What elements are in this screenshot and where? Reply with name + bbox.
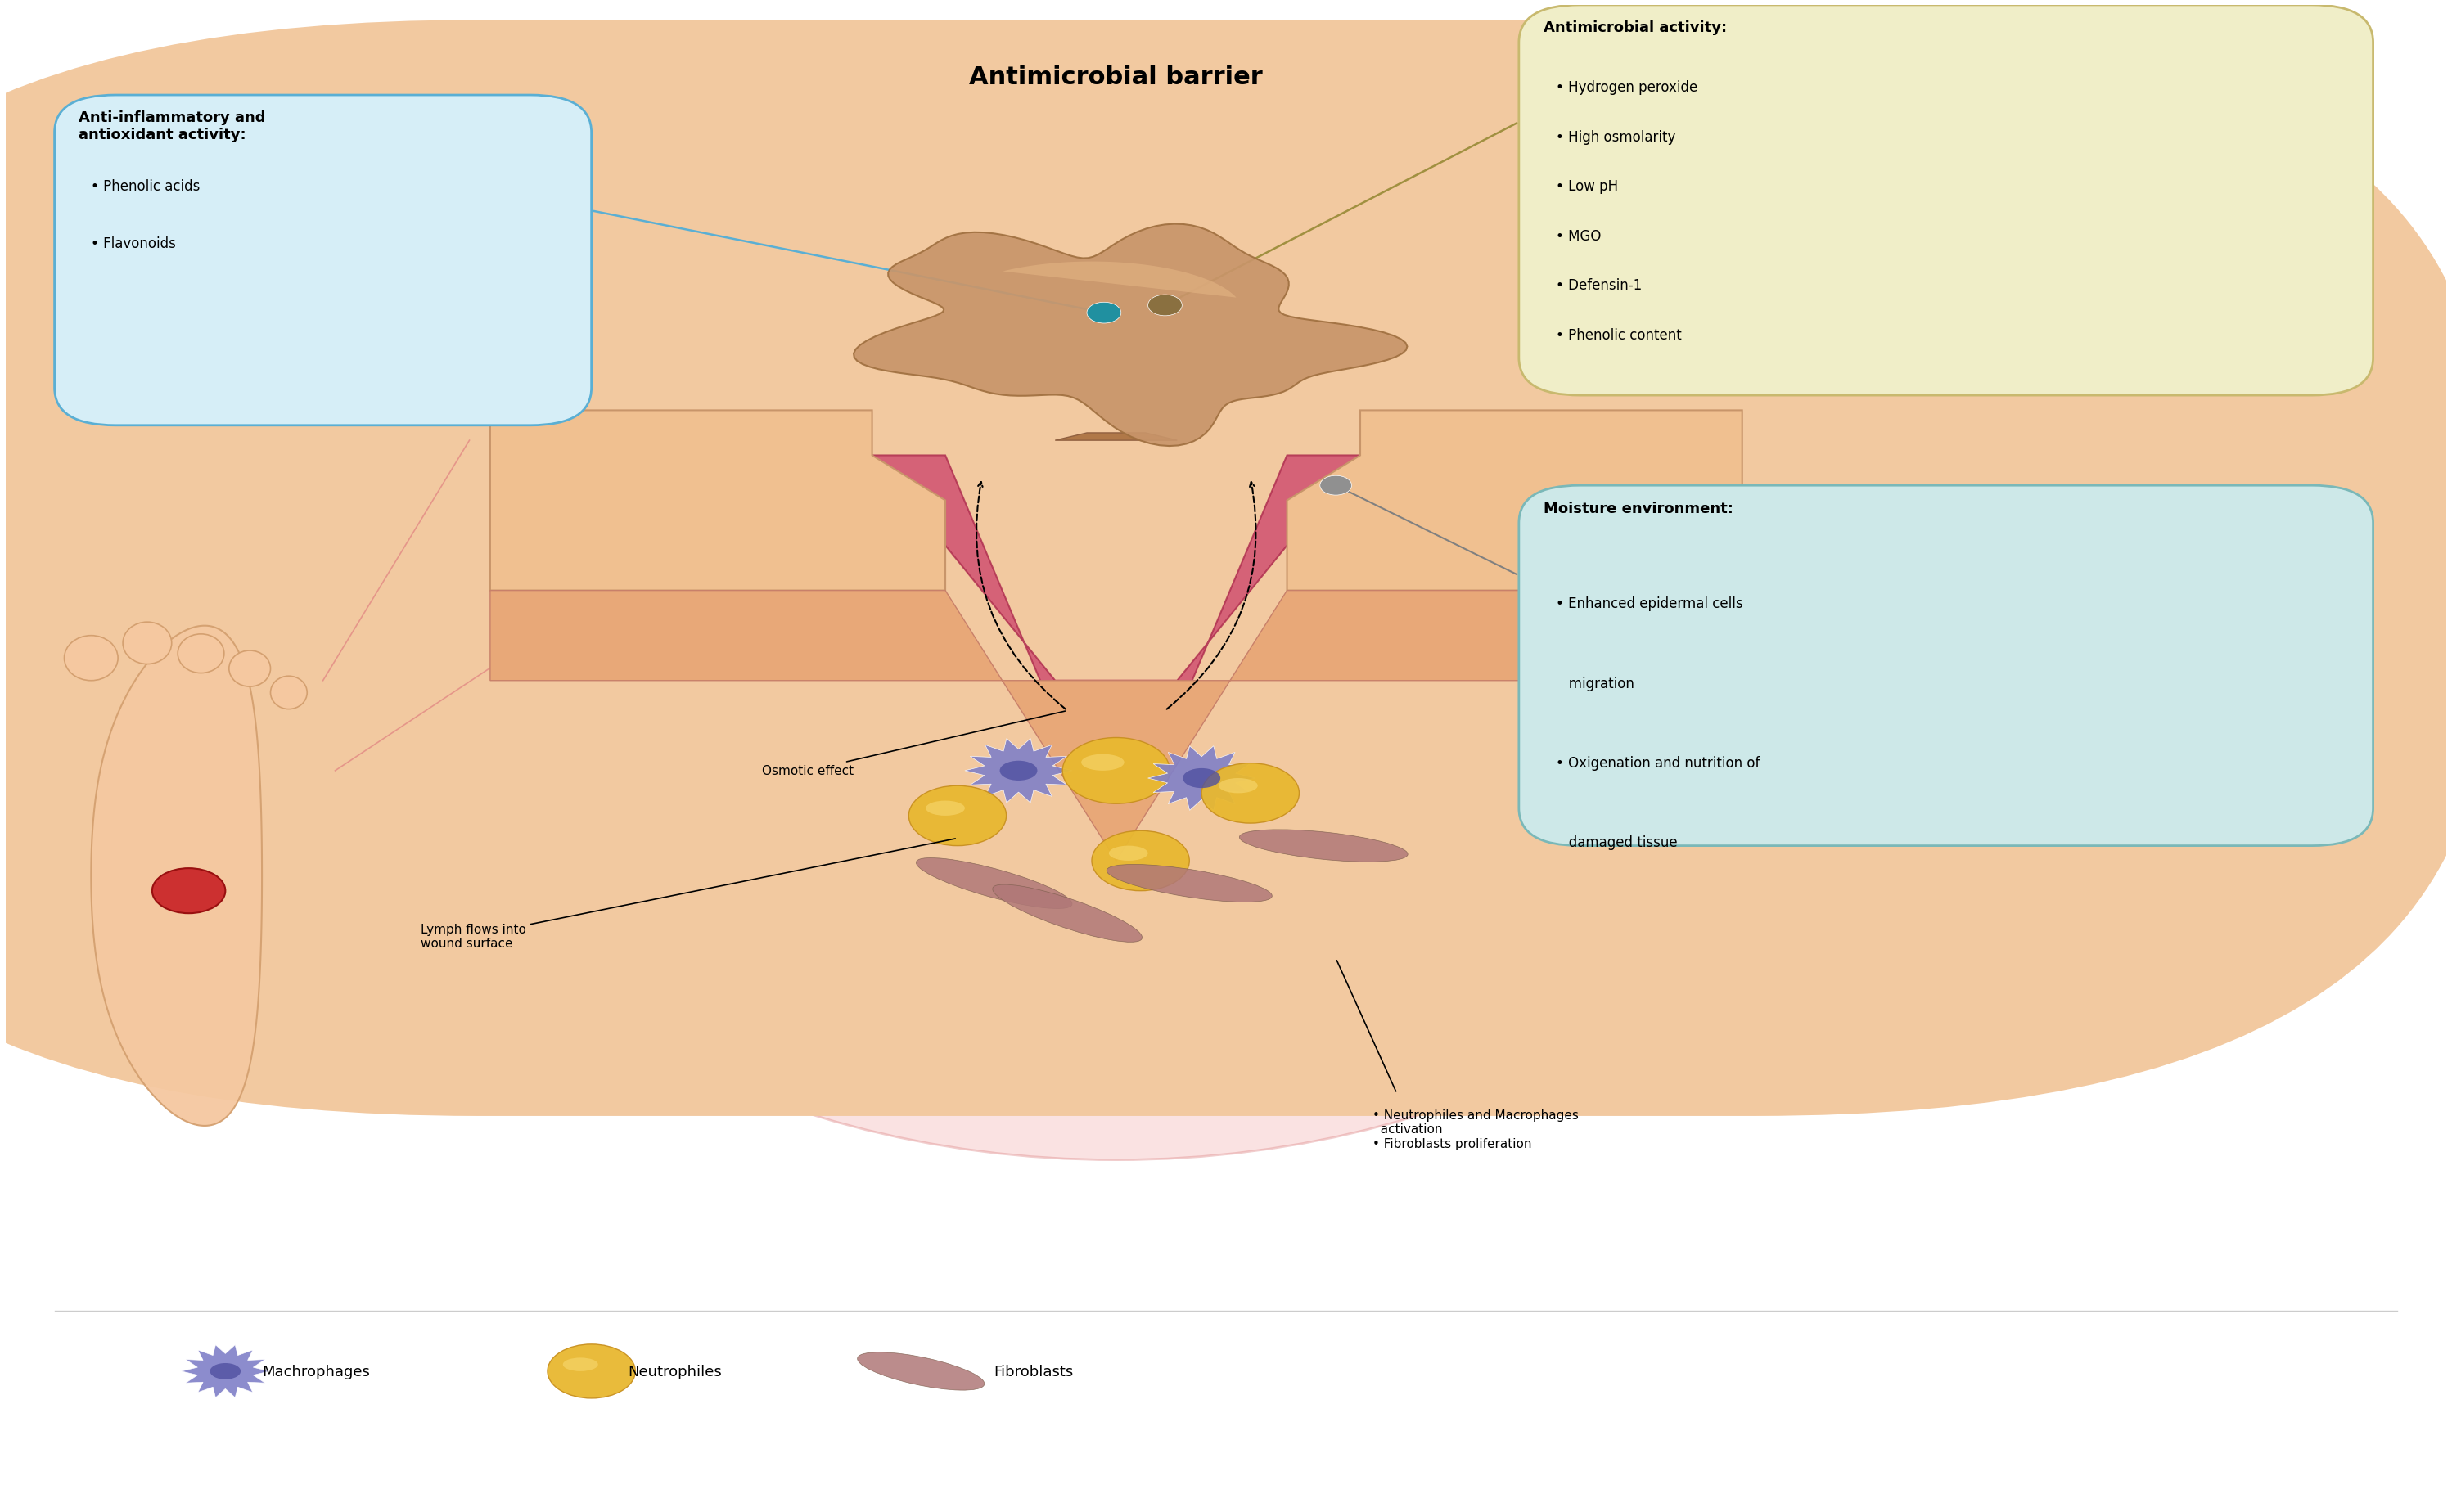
Text: • High osmolarity: • High osmolarity — [1555, 130, 1675, 144]
Ellipse shape — [1201, 764, 1300, 824]
Text: Lymph flows into
wound surface: Lymph flows into wound surface — [422, 839, 956, 950]
Ellipse shape — [177, 635, 223, 673]
Text: • Hydrogen peroxide: • Hydrogen peroxide — [1555, 80, 1697, 95]
Ellipse shape — [1219, 779, 1258, 794]
FancyBboxPatch shape — [0, 21, 2452, 1116]
Text: Osmotic effect: Osmotic effect — [763, 712, 1064, 777]
Polygon shape — [490, 591, 1743, 860]
Ellipse shape — [1000, 761, 1037, 780]
Text: • Enhanced epidermal cells: • Enhanced epidermal cells — [1555, 596, 1743, 611]
FancyBboxPatch shape — [1518, 485, 2374, 847]
Text: migration: migration — [1555, 676, 1633, 691]
Text: • Oxigenation and nutrition of: • Oxigenation and nutrition of — [1555, 756, 1761, 770]
Ellipse shape — [1106, 865, 1273, 903]
Text: Machrophages: Machrophages — [262, 1364, 370, 1379]
Polygon shape — [964, 739, 1072, 803]
Ellipse shape — [910, 786, 1005, 847]
Polygon shape — [1148, 747, 1255, 810]
Polygon shape — [853, 224, 1407, 446]
Ellipse shape — [858, 1352, 983, 1390]
Polygon shape — [1054, 434, 1177, 442]
Ellipse shape — [228, 652, 270, 686]
Ellipse shape — [1108, 847, 1148, 860]
FancyBboxPatch shape — [54, 95, 591, 426]
Ellipse shape — [547, 1344, 635, 1399]
Text: • Phenolic acids: • Phenolic acids — [91, 178, 201, 194]
Text: • MGO: • MGO — [1555, 228, 1601, 243]
Polygon shape — [490, 411, 946, 591]
Polygon shape — [1003, 262, 1236, 298]
Text: • Phenolic content: • Phenolic content — [1555, 328, 1682, 342]
Ellipse shape — [927, 801, 964, 816]
Ellipse shape — [211, 1364, 240, 1379]
Text: Antimicrobial activity:: Antimicrobial activity: — [1542, 21, 1726, 35]
Ellipse shape — [917, 859, 1072, 909]
Text: • Flavonoids: • Flavonoids — [91, 236, 177, 251]
Text: Antimicrobial barrier: Antimicrobial barrier — [969, 65, 1263, 89]
Ellipse shape — [1091, 832, 1189, 891]
Polygon shape — [181, 1346, 270, 1397]
Ellipse shape — [1319, 476, 1351, 496]
Text: damaged tissue: damaged tissue — [1555, 835, 1677, 850]
Text: • Neutrophiles and Macrophages
  activation
• Fibroblasts proliferation: • Neutrophiles and Macrophages activatio… — [1373, 1108, 1579, 1149]
Text: Moisture environment:: Moisture environment: — [1542, 500, 1734, 516]
FancyBboxPatch shape — [1518, 6, 2374, 396]
Ellipse shape — [422, 262, 1812, 1160]
Ellipse shape — [1081, 754, 1123, 771]
Ellipse shape — [1148, 295, 1182, 316]
Ellipse shape — [1238, 830, 1407, 862]
Polygon shape — [873, 457, 1361, 860]
Text: Fibroblasts: Fibroblasts — [993, 1364, 1074, 1379]
Text: Anti-inflammatory and
antioxidant activity:: Anti-inflammatory and antioxidant activi… — [78, 110, 265, 142]
Polygon shape — [91, 626, 262, 1126]
Text: Neutrophiles: Neutrophiles — [628, 1364, 721, 1379]
Ellipse shape — [270, 676, 306, 709]
Ellipse shape — [64, 637, 118, 680]
Ellipse shape — [123, 623, 172, 664]
Ellipse shape — [564, 1358, 598, 1371]
Polygon shape — [1287, 411, 1743, 591]
Ellipse shape — [1182, 768, 1221, 788]
Text: • Low pH: • Low pH — [1555, 178, 1618, 194]
Ellipse shape — [1086, 302, 1121, 324]
Ellipse shape — [152, 868, 226, 913]
Ellipse shape — [993, 885, 1143, 942]
Ellipse shape — [1062, 738, 1170, 804]
Text: • Defensin-1: • Defensin-1 — [1555, 278, 1643, 293]
